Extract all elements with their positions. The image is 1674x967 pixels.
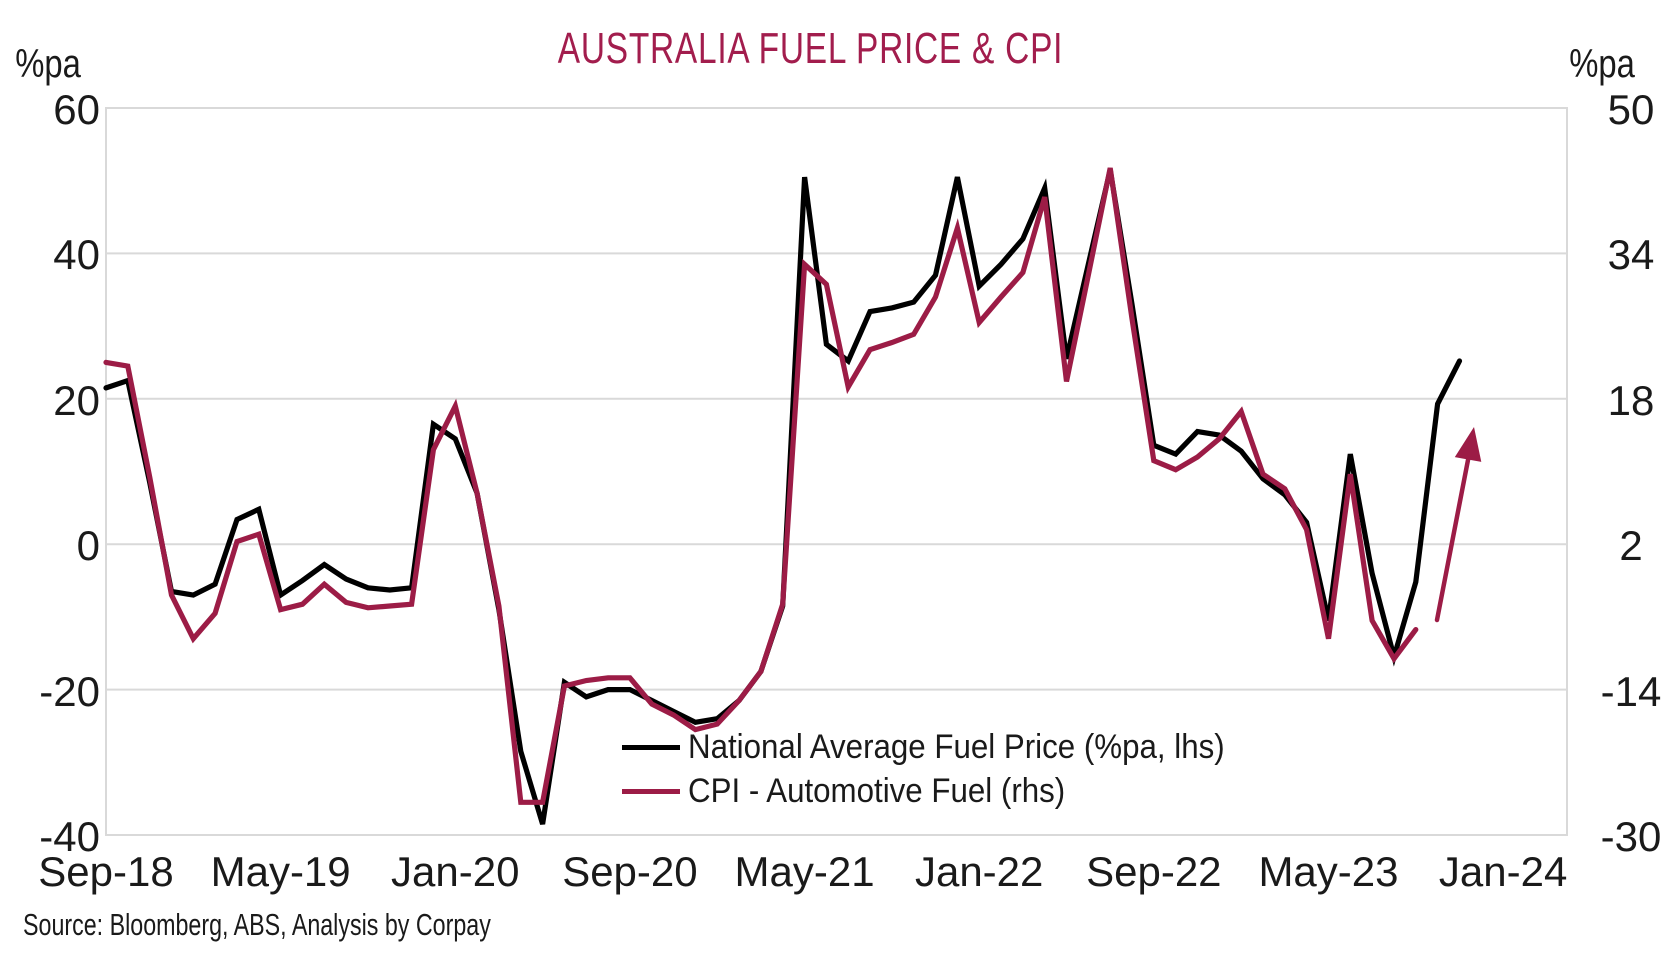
y-axis-right-tick: 50 xyxy=(1607,86,1655,133)
y-axis-right-tick: 2 xyxy=(1619,522,1643,570)
x-axis-tick: Jan-24 xyxy=(1438,848,1568,895)
x-axis-tick: May-23 xyxy=(1258,848,1399,895)
y-axis-left-tick: -20 xyxy=(39,667,100,715)
y-axis-right-tick: -30 xyxy=(1600,813,1662,860)
source-note: Source: Bloomberg, ABS, Analysis by Corp… xyxy=(23,907,491,942)
x-axis-tick: Jan-20 xyxy=(391,848,520,895)
chart-title-text: AUSTRALIA FUEL PRICE & CPI xyxy=(557,24,1063,73)
trend-up-arrow xyxy=(1434,427,1482,623)
legend: National Average Fuel Price (%pa, lhs) C… xyxy=(622,725,1271,813)
cpi-fuel-line xyxy=(103,167,1419,805)
y-axis-right-tick: 34 xyxy=(1607,231,1655,279)
y-axis-left-tick: 60 xyxy=(53,86,100,133)
cpi-line-swatch xyxy=(622,788,680,794)
legend-label-cpi: CPI - Automotive Fuel (rhs) xyxy=(688,771,1066,810)
y-axis-right-tick: 18 xyxy=(1607,376,1655,424)
legend-item-fuel: National Average Fuel Price (%pa, lhs) xyxy=(622,725,1271,769)
plot-border xyxy=(105,107,1568,836)
x-axis-tick: May-19 xyxy=(210,848,351,895)
legend-item-cpi: CPI - Automotive Fuel (rhs) xyxy=(622,769,1271,813)
legend-label-fuel: National Average Fuel Price (%pa, lhs) xyxy=(688,727,1225,766)
x-axis-tick: Jan-22 xyxy=(914,848,1044,895)
y-axis-left-tick: 40 xyxy=(53,231,100,279)
gridlines xyxy=(106,252,1567,691)
right-axis-unit-label: %pa xyxy=(1569,42,1635,86)
x-axis-tick: Sep-18 xyxy=(38,848,174,895)
y-axis-right-tick: -14 xyxy=(1600,667,1662,715)
arrow-head xyxy=(1454,427,1482,462)
y-axis-left-tick: -40 xyxy=(39,813,100,860)
arrow-shaft xyxy=(1434,457,1471,623)
x-axis-tick: Sep-22 xyxy=(1086,848,1222,895)
page-title: AUSTRALIA FUEL PRICE & CPI xyxy=(0,24,1620,74)
x-axis-tick: May-21 xyxy=(734,848,875,895)
x-axis-tick: Sep-20 xyxy=(562,848,698,895)
fuel-line-swatch xyxy=(622,744,680,750)
left-axis-unit-label: %pa xyxy=(15,42,81,86)
y-axis-left-tick: 20 xyxy=(53,376,100,424)
y-axis-left-tick: 0 xyxy=(76,522,100,570)
